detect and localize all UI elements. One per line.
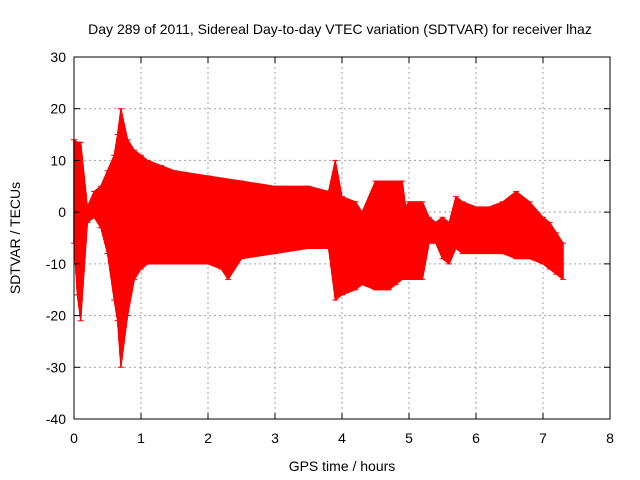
data-series (71, 108, 567, 368)
y-tick-label: -20 (46, 308, 66, 324)
y-tick-label: -40 (46, 411, 66, 427)
x-tick-label: 0 (70, 430, 78, 446)
y-tick-label: 30 (50, 49, 66, 65)
chart-title: Day 289 of 2011, Sidereal Day-to-day VTE… (88, 21, 592, 37)
x-tick-label: 3 (271, 430, 279, 446)
x-tick-label: 6 (472, 430, 480, 446)
y-axis-label: SDTVAR / TECUs (7, 182, 23, 294)
axis-ticks: 0 1 2 3 4 5 6 7 8 30 20 10 0 -10 -20 -30 -40 (46, 49, 614, 446)
x-tick-label: 5 (405, 430, 413, 446)
x-tick-label: 4 (338, 430, 346, 446)
x-tick-label: 2 (204, 430, 212, 446)
y-tick-label: -30 (46, 359, 66, 375)
y-tick-label: 10 (50, 152, 66, 168)
x-axis-label: GPS time / hours (289, 458, 396, 474)
y-tick-label: -10 (46, 256, 66, 272)
x-tick-label: 8 (606, 430, 614, 446)
y-tick-label: 20 (50, 101, 66, 117)
y-tick-label: 0 (58, 204, 66, 220)
x-tick-label: 7 (539, 430, 547, 446)
x-tick-label: 1 (137, 430, 145, 446)
